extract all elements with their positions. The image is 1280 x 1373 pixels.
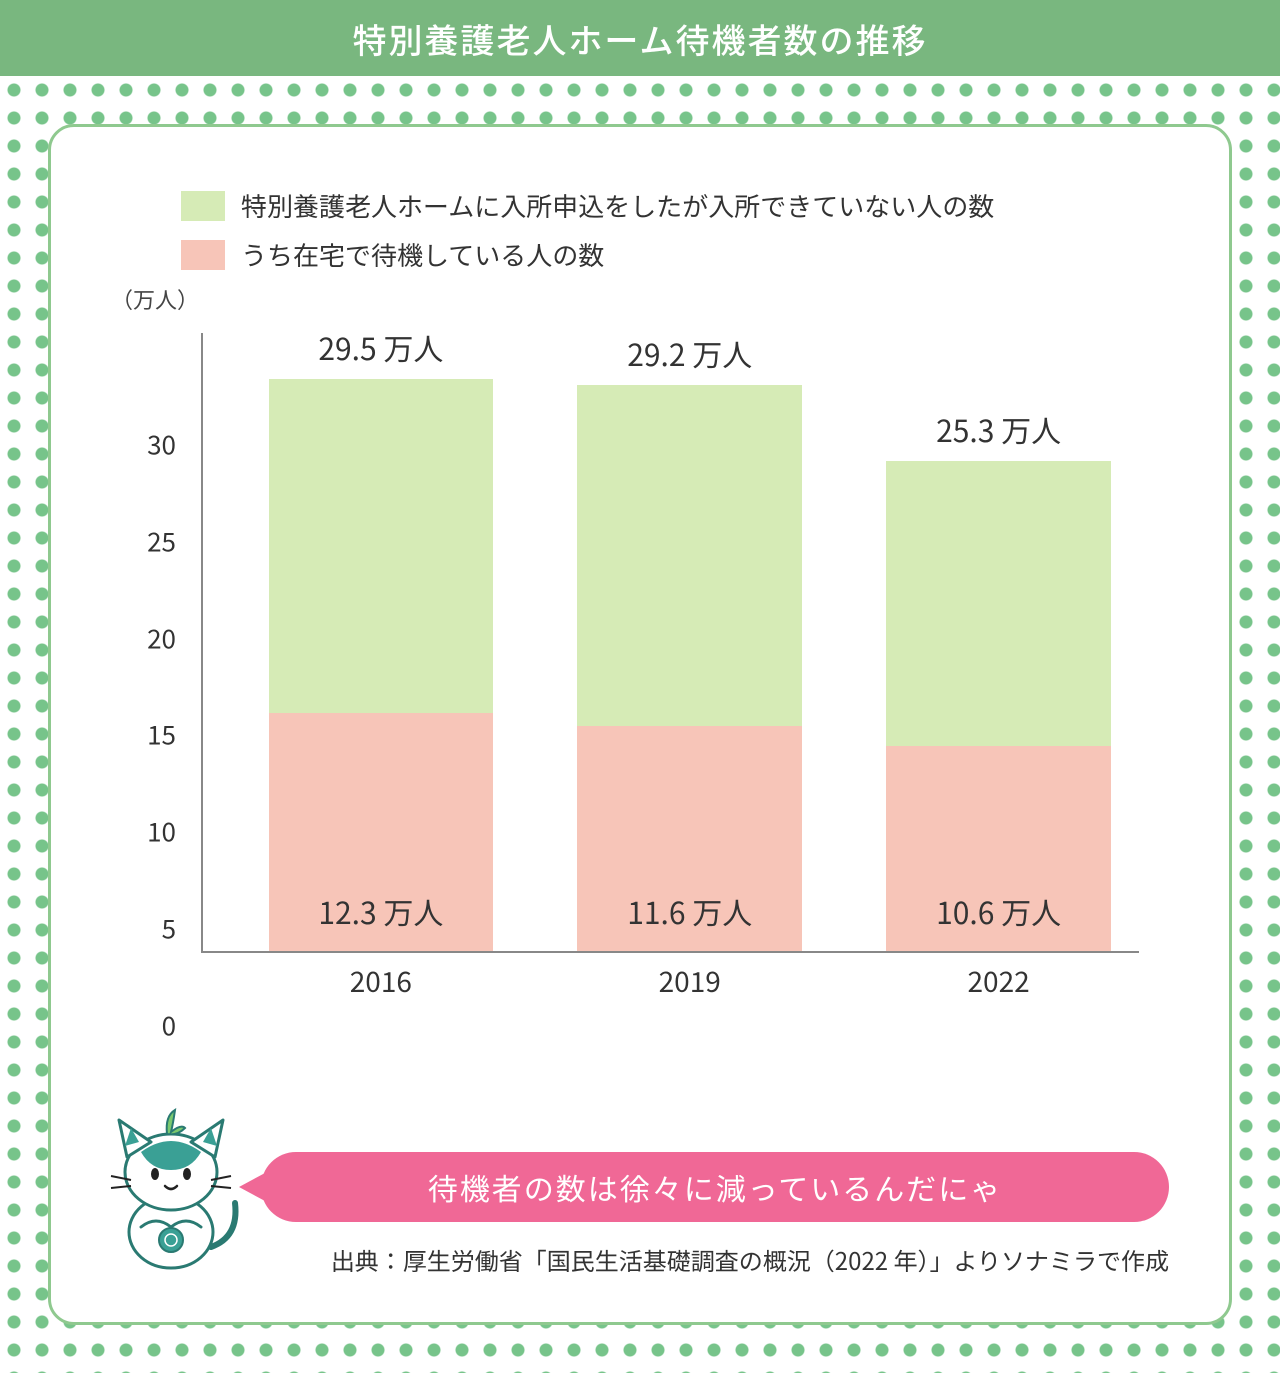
- source-citation: 出典：厚生労働省「国民生活基礎調査の概況（2022 年）」よりソナミラで作成: [331, 1242, 1169, 1277]
- y-tick-label: 15: [126, 716, 176, 753]
- y-tick-label: 10: [126, 813, 176, 850]
- chart-area: （万人） 051015202530 29.5 万人12.3 万人201629.2…: [181, 333, 1139, 1013]
- title-bar: 特別養護老人ホーム待機者数の推移: [0, 0, 1280, 76]
- x-tick-label: 2016: [269, 961, 494, 1001]
- y-axis-unit: （万人）: [111, 283, 199, 315]
- legend-label: うち在宅で待機している人の数: [241, 236, 604, 273]
- legend: 特別養護老人ホームに入所申込をしたが入所できていない人の数うち在宅で待機している…: [181, 187, 1179, 273]
- y-tick-label: 30: [126, 425, 176, 462]
- x-tick-label: 2019: [577, 961, 802, 1001]
- infographic-root: 特別養護老人ホーム待機者数の推移 特別養護老人ホームに入所申込をしたが入所できて…: [0, 0, 1280, 1373]
- bar-inner-label: 11.6 万人: [577, 889, 802, 933]
- y-tick-label: 20: [126, 619, 176, 656]
- bar-inner-label: 12.3 万人: [269, 889, 494, 933]
- dot-frame: 特別養護老人ホームに入所申込をしたが入所できていない人の数うち在宅で待機している…: [0, 76, 1280, 1373]
- plot-area: 29.5 万人12.3 万人201629.2 万人11.6 万人201925.3…: [201, 333, 1139, 953]
- speech-text: 待機者の数は徐々に減っているんだにゃ: [428, 1165, 1003, 1209]
- bar-inner-label: 10.6 万人: [886, 889, 1111, 933]
- bar-total-label: 29.2 万人: [577, 331, 802, 375]
- bar-total-label: 25.3 万人: [886, 407, 1111, 451]
- mascot-cat-icon: [91, 1102, 251, 1272]
- page-title: 特別養護老人ホーム待機者数の推移: [353, 14, 928, 63]
- legend-item: 特別養護老人ホームに入所申込をしたが入所できていない人の数: [181, 187, 1179, 224]
- y-tick-label: 5: [126, 910, 176, 947]
- speech-bubble: 待機者の数は徐々に減っているんだにゃ: [261, 1152, 1169, 1222]
- chart-card: 特別養護老人ホームに入所申込をしたが入所できていない人の数うち在宅で待機している…: [48, 124, 1232, 1325]
- legend-swatch: [181, 191, 225, 221]
- legend-swatch: [181, 240, 225, 270]
- legend-label: 特別養護老人ホームに入所申込をしたが入所できていない人の数: [241, 187, 994, 224]
- legend-item: うち在宅で待機している人の数: [181, 236, 1179, 273]
- y-tick-label: 25: [126, 522, 176, 559]
- bar-total-label: 29.5 万人: [269, 325, 494, 369]
- x-tick-label: 2022: [886, 961, 1111, 1001]
- y-tick-label: 0: [126, 1007, 176, 1044]
